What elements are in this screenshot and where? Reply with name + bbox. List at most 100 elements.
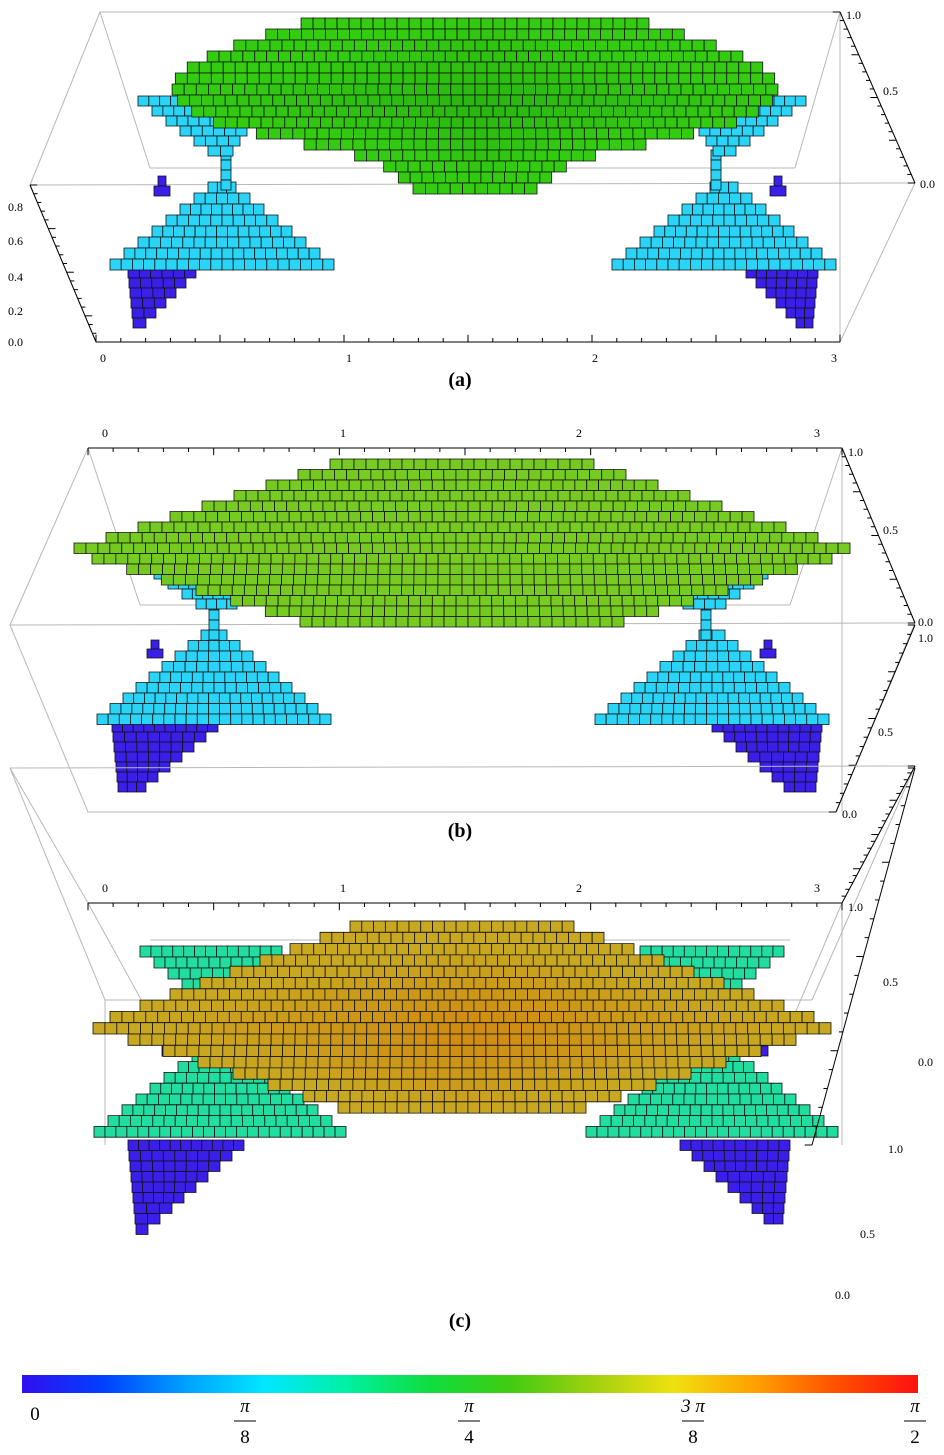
panel-c-wing-lower-left-cell: [306, 1104, 319, 1116]
panel-b-wing-lower-right-cell: [717, 650, 730, 662]
panel-c-center-cell: [664, 977, 677, 990]
panel-b-center-cell: [503, 616, 517, 628]
panel-a-wing-lower-left-cell: [311, 258, 324, 271]
panel-c-center-cell: [426, 931, 439, 944]
panel-c-center-cell: [354, 999, 367, 1012]
panel-c-center-cell: [222, 1044, 236, 1057]
panel-c-x-axis-ticks: [87, 903, 843, 911]
panel-c-center-cell: [586, 943, 599, 956]
panel-c-center-cell: [366, 1033, 379, 1046]
panel-c-wing-lower-left-cell: [135, 1093, 148, 1106]
panel-c-center-cell: [336, 988, 350, 1001]
panel-b-center-cell: [197, 574, 210, 586]
panel-b-center-cell: [564, 532, 578, 544]
panel-c-center-cell: [390, 954, 403, 967]
panel-a-center-cell: [635, 50, 649, 63]
panel-b-wing-lower-left-cell: [280, 682, 293, 694]
panel-b-center-cell: [181, 511, 195, 523]
panel-c-center-cell: [377, 1044, 391, 1057]
panel-b-center-cell: [317, 490, 331, 502]
panel-a-center-cell: [545, 94, 559, 107]
panel-a-center-cell: [492, 171, 505, 184]
panel-b-wing-lower-left-cell: [263, 713, 276, 725]
panel-a-wing-lower-left-cell: [145, 247, 158, 260]
panel-c-center-cell: [582, 1078, 596, 1091]
panel-a-center-cell: [547, 138, 561, 151]
panel-a-center-cell: [600, 28, 613, 41]
panel-a-center-cell: [577, 105, 590, 118]
panel-c-wing-lower-left-cell: [281, 1093, 294, 1106]
panel-c-center-cell: [388, 1078, 402, 1091]
panel-b-wing-lower-right-cell: [765, 671, 778, 683]
panel-b-wing-lower-right-cell: [684, 703, 696, 715]
panel-a-center-cell: [690, 72, 704, 85]
panel-c-center-cell: [491, 1011, 505, 1024]
panel-a-center-cell: [186, 61, 200, 74]
panel-b-center-cell: [504, 469, 518, 481]
panel-b-center-cell: [577, 469, 590, 481]
panel-c-center-cell: [646, 965, 659, 978]
panel-a-center-cell: [278, 50, 291, 63]
panel-c-center-cell: [592, 1033, 606, 1046]
panel-c-center-cell: [479, 1011, 493, 1024]
panel-b-center-cell: [253, 511, 266, 523]
panel-c-center-cell: [533, 1067, 547, 1080]
panel-c-wing-lower-left-cell: [170, 1126, 183, 1138]
panel-c-center-cell: [281, 1056, 295, 1069]
panel-a-base-left-cell: [174, 277, 187, 289]
panel-c-wing-lower-left-cell: [149, 1082, 162, 1095]
panel-c-center-cell: [396, 920, 410, 933]
panel-a-center-cell: [709, 105, 723, 118]
panel-c-center-cell: [609, 943, 623, 956]
panel-a-wing-lower-left-cell: [210, 247, 223, 260]
panel-b-center-cell: [305, 563, 319, 575]
panel-a-center-cell: [535, 127, 549, 140]
panel-b-center-cell: [337, 595, 350, 607]
panel-c-base-left-cell: [169, 1139, 182, 1151]
panel-b-center-cell: [420, 479, 433, 491]
panel-c-wing-lower-right-cell: [678, 1115, 690, 1127]
panel-a-center-cell: [378, 72, 392, 85]
panel-c-center-cell: [502, 1090, 516, 1103]
panel-c-center-cell: [318, 1044, 331, 1057]
panel-c-center-cell: [618, 1067, 632, 1080]
panel-a-wing-lower-right-cell: [690, 247, 703, 260]
panel-c-wing-lower-right-cell: [633, 1115, 646, 1127]
panel-b-wing-lower-left-cell: [218, 692, 231, 704]
panel-b-center-cell: [473, 458, 487, 470]
panel-b-center-cell: [509, 563, 523, 575]
panel-c-center-cell: [592, 999, 606, 1012]
panel-b-center-cell: [491, 500, 505, 512]
panel-a-right-tick-0: 1.0: [846, 8, 861, 22]
panel-b-center-cell: [378, 553, 391, 565]
panel-c-center-cell: [593, 1056, 607, 1069]
panel-c-center-cell: [300, 965, 314, 978]
panel-a-base-right: [745, 267, 819, 329]
panel-a-center-cell: [618, 61, 632, 74]
panel-c-center-cell: [121, 1011, 135, 1024]
panel-a-center-cell: [620, 127, 634, 140]
panel-c-center-cell: [485, 1044, 499, 1057]
panel-a-center-cell: [349, 50, 363, 63]
panel-c-center-cell: [413, 999, 427, 1012]
panel-b-wing-lower-left-cell: [256, 671, 269, 683]
panel-c-wing-upper-right-cell: [694, 945, 707, 958]
panel-b-wing-lower-right-cell: [678, 682, 691, 694]
panel-a-center-cell: [282, 61, 296, 74]
panel-b-center-cell: [419, 511, 433, 523]
panel-c-center-cell: [497, 1033, 511, 1046]
panel-a-center-cell: [516, 50, 529, 63]
panel-a-center-cell: [206, 50, 220, 63]
panel-c-base-right-cell: [713, 1150, 725, 1162]
panel-c-center-cell: [467, 1101, 481, 1114]
panel-a-center-cell: [426, 39, 440, 52]
panel-b-wing-lower-right-cell: [683, 650, 696, 662]
panel-b-center-cell: [360, 595, 374, 607]
panel-c-center-cell: [264, 988, 278, 1001]
panel-c-center-cell: [352, 1078, 366, 1091]
panel-b-center-cell: [612, 532, 626, 544]
panel-a-center-cell: [365, 83, 379, 96]
panel-b-center-cell: [467, 605, 481, 617]
panel-c-base-right-cell: [727, 1171, 741, 1183]
panel-b-center-cell: [250, 532, 264, 544]
